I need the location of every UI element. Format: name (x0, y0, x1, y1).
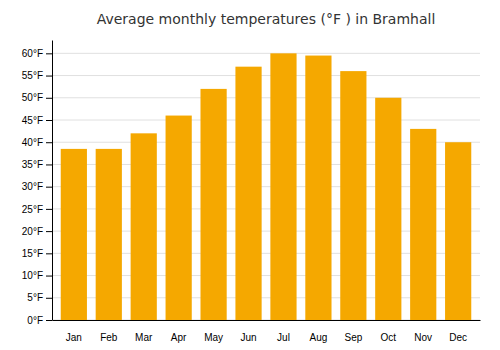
y-tick-label: 50°F (22, 92, 43, 103)
bar (200, 89, 226, 320)
y-tick-mark (46, 53, 52, 54)
x-axis: Jan Feb Mar Apr May Jun Jul Aug Sep Oct Nov Dec (53, 321, 481, 344)
x-tick-label: Jan (66, 332, 82, 343)
y-tick-mark (46, 209, 52, 210)
grid (52, 53, 480, 320)
y-tick-label: 60°F (22, 48, 43, 59)
y-tick: 35°F (22, 159, 52, 170)
x-tick-label: Dec (449, 332, 467, 343)
bar (410, 129, 436, 320)
chart: 0°F 5°F 10°F 15°F 20°F 25°F 30°F 35°F 40°F 45°F 50… (0, 0, 500, 350)
grid-line (52, 75, 480, 76)
y-tick-mark (46, 231, 52, 232)
x-tick-label: Feb (100, 332, 118, 343)
x-tick: May (204, 332, 223, 343)
x-tick-label: Jun (240, 332, 256, 343)
y-tick-label: 30°F (22, 181, 43, 192)
y-tick-mark (46, 98, 52, 99)
bar (305, 56, 331, 320)
bar (375, 98, 401, 320)
y-tick-label: 45°F (22, 115, 43, 126)
y-axis-line (52, 41, 53, 321)
bar (445, 142, 471, 320)
y-tick-mark (46, 164, 52, 165)
y-tick: 15°F (22, 248, 52, 259)
x-tick: Oct (381, 332, 397, 343)
plot: 0°F 5°F 10°F 15°F 20°F 25°F 30°F 35°F 40°F 45°F 50… (22, 41, 481, 344)
y-axis: 0°F 5°F 10°F 15°F 20°F 25°F 30°F 35°F 40°F 45°F 50… (22, 41, 53, 326)
x-tick: Mar (135, 332, 153, 343)
x-tick: Aug (310, 332, 328, 343)
y-tick-label: 55°F (22, 70, 43, 81)
bar (270, 53, 296, 320)
x-tick-label: Nov (414, 332, 432, 343)
y-tick: 50°F (22, 92, 52, 103)
x-tick-label: Jul (277, 332, 290, 343)
bar (131, 133, 157, 320)
x-tick: Jan (66, 332, 82, 343)
y-tick: 55°F (22, 70, 52, 81)
x-tick: Dec (449, 332, 467, 343)
y-tick-label: 25°F (22, 204, 43, 215)
y-tick: 30°F (22, 181, 52, 192)
y-tick: 0°F (27, 315, 52, 326)
x-tick: Apr (171, 332, 187, 343)
title: Average monthly temperatures (°F ) in Br… (97, 11, 436, 27)
x-tick: Feb (100, 332, 118, 343)
grid-line (52, 53, 480, 54)
y-tick: 40°F (22, 137, 52, 148)
y-tick: 25°F (22, 204, 52, 215)
y-tick-label: 10°F (22, 270, 43, 281)
x-tick: Jun (240, 332, 256, 343)
y-tick-mark (46, 276, 52, 277)
y-tick-label: 5°F (27, 292, 43, 303)
x-axis-line (53, 320, 481, 321)
x-tick-label: Aug (310, 332, 328, 343)
bar (340, 71, 366, 320)
y-tick: 10°F (22, 270, 52, 281)
y-tick-mark (46, 76, 52, 77)
y-tick-mark (46, 142, 52, 143)
bar (235, 67, 261, 320)
bars (61, 53, 472, 320)
y-tick-mark (46, 253, 52, 254)
y-tick-label: 40°F (22, 137, 43, 148)
y-tick: 5°F (27, 292, 52, 303)
x-tick-label: Mar (135, 332, 153, 343)
y-tick-label: 0°F (27, 315, 43, 326)
y-tick-mark (46, 187, 52, 188)
y-tick-mark (46, 298, 52, 299)
y-tick: 20°F (22, 226, 52, 237)
x-tick-label: Apr (171, 332, 187, 343)
bar (61, 149, 87, 320)
x-tick: Sep (344, 332, 362, 343)
x-tick: Nov (414, 332, 432, 343)
y-tick-mark (46, 320, 52, 321)
grid-line (52, 97, 480, 98)
x-tick: Jul (277, 332, 290, 343)
y-tick: 45°F (22, 115, 52, 126)
y-tick-label: 15°F (22, 248, 43, 259)
y-tick-label: 35°F (22, 159, 43, 170)
x-tick-label: May (204, 332, 223, 343)
x-tick-label: Sep (344, 332, 362, 343)
y-tick-label: 20°F (22, 226, 43, 237)
y-tick-mark (46, 120, 52, 121)
x-tick-label: Oct (381, 332, 397, 343)
bar (96, 149, 122, 320)
y-tick: 60°F (22, 48, 52, 59)
grid-line (52, 120, 480, 121)
bar (166, 116, 192, 320)
